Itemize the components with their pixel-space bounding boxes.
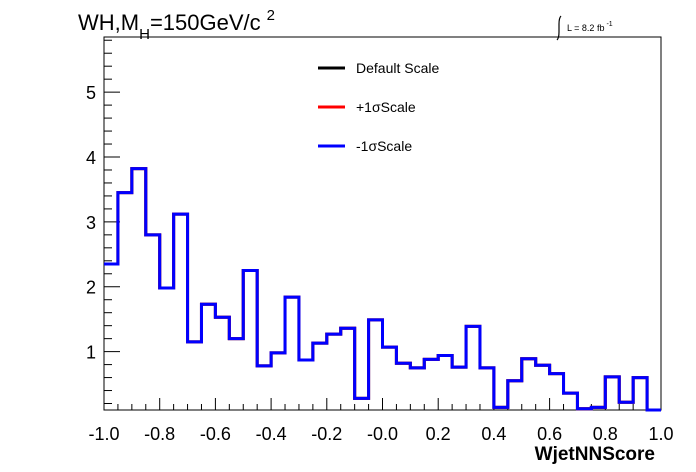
y-tick-label: 5 — [86, 83, 96, 103]
luminosity-label: L = 8.2 fb -1 — [556, 15, 613, 41]
y-tick-label: 3 — [86, 213, 96, 233]
x-tick-label: 1.0 — [648, 424, 673, 444]
x-tick-label: 0.8 — [593, 424, 618, 444]
y-tick-label: 4 — [86, 148, 96, 168]
x-tick-label: -0.8 — [144, 424, 175, 444]
axes: -1.0 -0.8 -0.6 -0.4 -0.2 -0.0 0.2 0.4 0.6 0.8 1.0 1… — [86, 39, 674, 444]
series-line-2 — [104, 167, 661, 412]
x-tick-label: -0.4 — [256, 424, 287, 444]
x-tick-label: 0.2 — [426, 424, 451, 444]
x-tick-label: -1.0 — [88, 424, 119, 444]
y-tick-label: 1 — [86, 343, 96, 363]
legend-label-2: -1σScale — [356, 138, 412, 154]
x-tick-label: 0.4 — [481, 424, 506, 444]
chart-title: WH,MH=150GeV/c 2 — [78, 7, 275, 43]
x-tick-label: -0.0 — [367, 424, 398, 444]
series-group — [104, 167, 661, 412]
y-tick-label: 2 — [86, 278, 96, 298]
integral-symbol — [556, 15, 562, 41]
svg-text:L = 8.2 fb-1: L = 8.2 fb -1 — [567, 21, 613, 33]
legend-label-0: Default Scale — [356, 60, 439, 76]
x-tick-label: -0.6 — [200, 424, 231, 444]
legend-label-1: +1σScale — [356, 99, 416, 115]
x-axis-label: WjetNNScore — [535, 444, 655, 465]
x-tick-label: 0.6 — [537, 424, 562, 444]
legend: Default Scale +1σScale -1σScale — [318, 60, 439, 154]
x-tick-label: -0.2 — [311, 424, 342, 444]
